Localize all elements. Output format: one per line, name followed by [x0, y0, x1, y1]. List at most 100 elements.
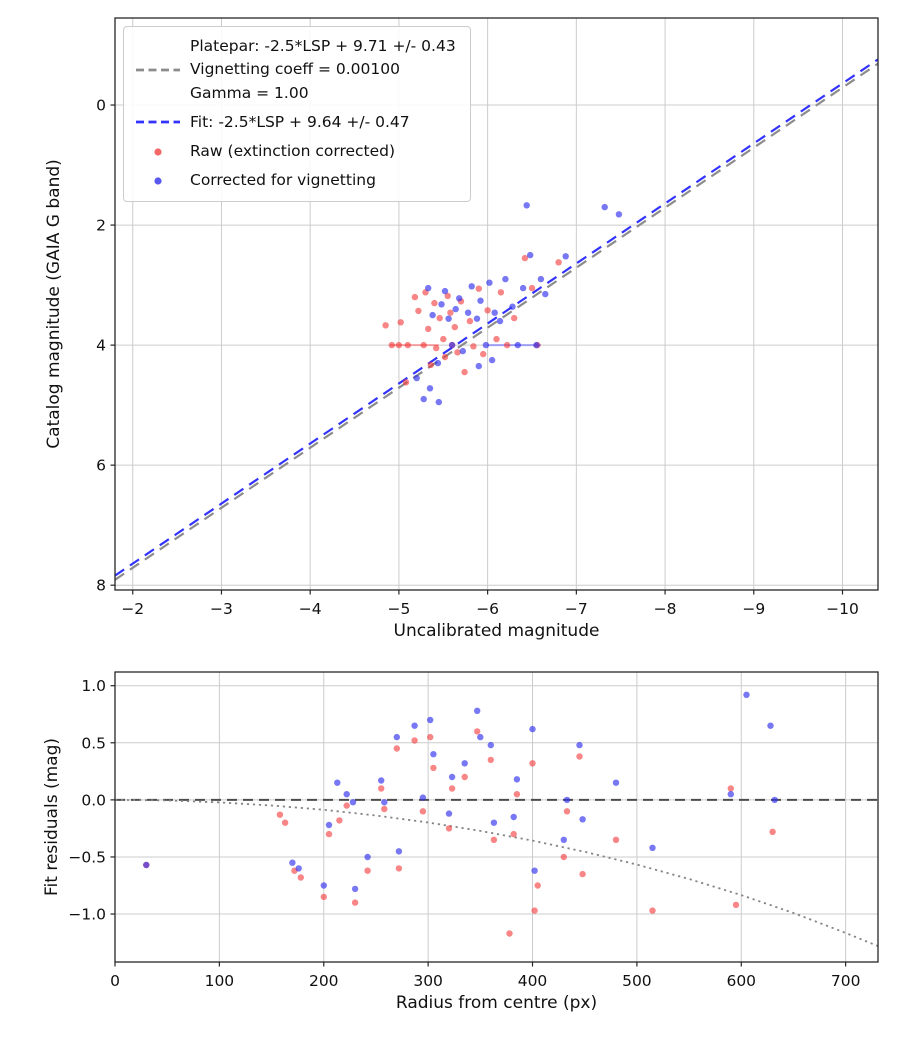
data-point — [454, 349, 461, 356]
data-point — [519, 284, 527, 292]
data-point — [415, 307, 422, 315]
data-point — [427, 716, 434, 724]
data-point — [612, 836, 620, 843]
data-point — [433, 344, 440, 352]
data-point — [420, 341, 427, 349]
data-point — [560, 853, 567, 861]
data-point — [281, 819, 289, 826]
data-point — [438, 301, 445, 308]
y-tick-label: −0.5 — [68, 848, 106, 866]
data-point — [411, 737, 418, 744]
data-point — [563, 808, 571, 815]
x-tick-label: 300 — [413, 972, 443, 990]
fit-residuals-plot: 0 100 200 300 400 500 600 700 1.0 0.5 0.0 −0.5 −1.0 R… — [42, 671, 879, 1013]
magnitude-fit-ylabel: Catalog magnitude (GAIA G band) — [44, 159, 64, 449]
y-tick-label: 0.0 — [81, 791, 106, 809]
data-point — [435, 398, 442, 406]
data-point — [143, 861, 150, 869]
data-point — [464, 309, 472, 316]
data-point — [320, 882, 327, 889]
data-point — [542, 290, 549, 298]
data-point — [490, 819, 498, 826]
data-point — [555, 259, 562, 266]
data-point — [334, 779, 341, 786]
data-point — [743, 691, 750, 698]
data-point — [393, 733, 400, 741]
data-point — [509, 303, 516, 310]
x-tick-label: 600 — [726, 972, 756, 990]
data-point — [486, 279, 493, 286]
data-point — [727, 791, 734, 798]
legend-entry-fit: Fit: -2.5*LSP + 9.64 +/- 0.47 — [134, 111, 456, 134]
data-point — [503, 341, 511, 349]
data-point — [441, 353, 449, 361]
data-point — [496, 317, 504, 325]
data-point — [411, 722, 418, 729]
data-point — [475, 285, 482, 292]
data-point — [325, 830, 333, 838]
data-point — [276, 811, 284, 818]
platepar-dash-sample-icon — [134, 67, 182, 73]
data-point — [511, 314, 518, 322]
magnitude-fit-series-corrected-for-vignetting — [413, 202, 623, 406]
data-point — [430, 764, 437, 772]
data-point — [419, 808, 427, 815]
legend-platepar-line2: Vignetting coeff = 0.00100 — [190, 60, 400, 79]
data-point — [404, 341, 411, 349]
data-point — [466, 317, 474, 325]
x-tick-label: −8 — [654, 600, 677, 618]
data-point — [769, 828, 776, 835]
raw-dot-sample-icon — [134, 147, 182, 157]
data-point — [529, 760, 536, 767]
data-point — [461, 760, 468, 767]
data-point — [475, 362, 482, 370]
data-point — [427, 361, 434, 369]
legend-raw-label: Raw (extinction corrected) — [190, 142, 396, 160]
data-point — [364, 867, 371, 874]
data-point — [413, 374, 420, 382]
legend-platepar-line3: Gamma = 1.00 — [190, 83, 309, 102]
data-point — [612, 779, 620, 786]
data-point — [560, 836, 567, 843]
data-point — [336, 817, 343, 824]
data-point — [510, 813, 517, 821]
legend-entry-platepar: Platepar: -2.5*LSP + 9.71 +/- 0.43 Vigne… — [134, 35, 456, 105]
data-point — [448, 773, 456, 781]
x-tick-label: −6 — [476, 600, 499, 618]
data-point — [388, 341, 395, 349]
data-point — [523, 202, 530, 209]
x-tick-label: −2 — [121, 600, 144, 618]
data-point — [474, 728, 481, 735]
data-point — [527, 251, 534, 259]
x-tick-label: −3 — [210, 600, 233, 618]
y-tick-label: 2 — [96, 217, 106, 235]
x-tick-label: −4 — [299, 600, 322, 618]
data-point — [297, 874, 304, 881]
legend-corrected-label: Corrected for vignetting — [190, 171, 376, 190]
x-tick-label: 200 — [309, 972, 339, 990]
data-point — [615, 211, 623, 218]
data-point — [477, 297, 484, 304]
fit-line — [114, 58, 879, 577]
y-tick-label: 0 — [96, 97, 106, 115]
data-point — [513, 776, 521, 783]
data-point — [562, 253, 569, 260]
data-point — [440, 335, 447, 343]
data-point — [534, 882, 541, 889]
data-point — [426, 385, 434, 392]
data-point — [395, 341, 403, 349]
data-point — [351, 899, 359, 906]
data-point — [510, 830, 517, 838]
data-point — [434, 359, 442, 367]
data-point — [402, 379, 410, 386]
data-point — [488, 356, 496, 364]
data-point — [456, 295, 463, 302]
fit-residuals-series-raw-residuals — [143, 728, 776, 937]
data-point — [430, 751, 437, 758]
data-point — [461, 368, 468, 376]
data-point — [493, 335, 500, 343]
data-point — [531, 867, 538, 874]
x-tick-label: 700 — [831, 972, 861, 990]
